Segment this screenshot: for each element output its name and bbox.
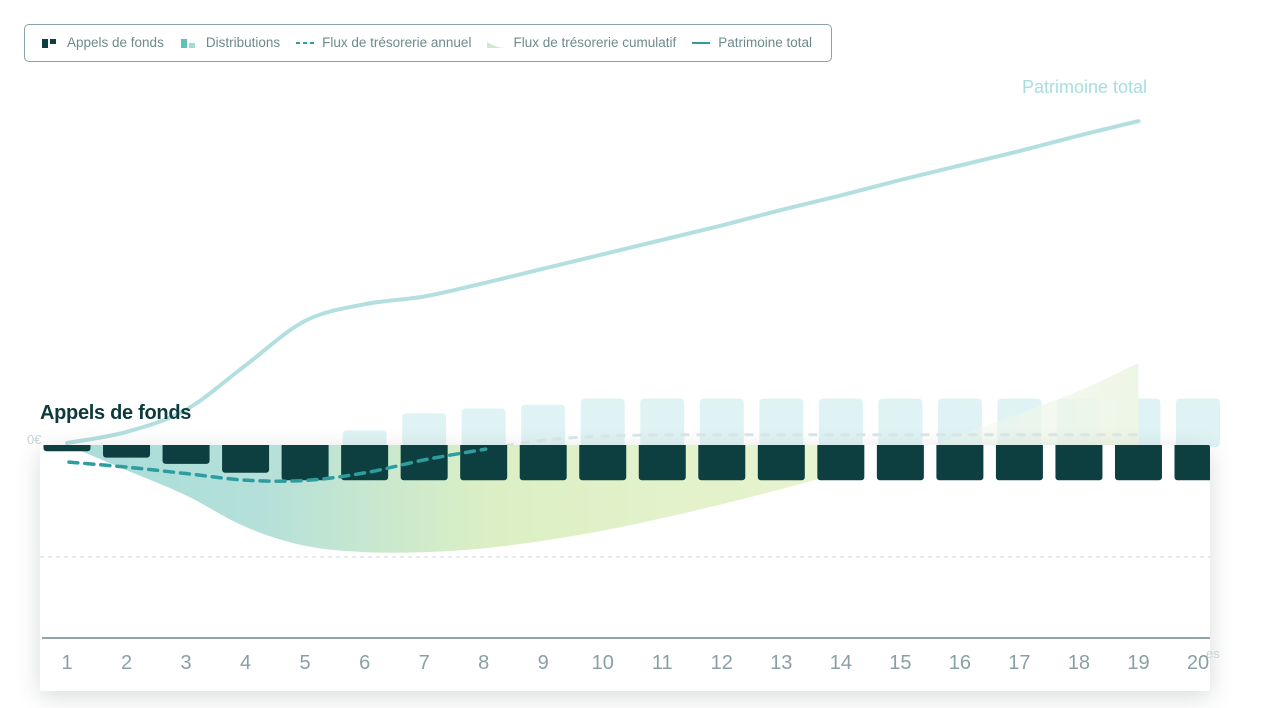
x-tick-label: 19 <box>1127 652 1150 674</box>
x-tick-label: 8 <box>478 652 490 674</box>
distribution-bar <box>878 398 923 447</box>
capital-call-bar <box>1114 445 1162 481</box>
capital-call-bar <box>817 445 865 481</box>
calls-bars-icon <box>41 37 59 49</box>
capital-call-bar <box>579 445 627 481</box>
x-tick-label: 7 <box>418 652 430 674</box>
capital-call-bar <box>281 445 329 481</box>
distribution-bars-icon <box>180 37 198 49</box>
solid-line-icon <box>692 37 711 49</box>
capital-call-bar <box>757 445 805 481</box>
capital-call-bar <box>1055 445 1103 481</box>
distribution-bar <box>521 404 566 447</box>
legend-label: Patrimoine total <box>718 35 813 51</box>
total-wealth-end-label: Patrimoine total <box>1022 77 1148 97</box>
x-axis-title-fragment: es <box>1206 646 1220 661</box>
capital-call-bar <box>43 445 91 452</box>
x-tick-label: 1 <box>61 652 73 674</box>
capital-call-bar <box>698 445 746 481</box>
legend-label: Distributions <box>205 35 281 51</box>
legend-label: Flux de trésorerie annuel <box>322 35 472 51</box>
x-tick-label: 13 <box>770 652 793 674</box>
x-tick-label: 14 <box>829 652 852 674</box>
x-tick-label: 6 <box>359 652 371 674</box>
total-wealth-line <box>65 119 1141 445</box>
capital-call-bar <box>222 445 270 473</box>
distribution-bar <box>580 398 625 447</box>
x-tick-label: 5 <box>299 652 311 674</box>
annual-flow-line <box>67 447 488 483</box>
x-tick-label: 17 <box>1008 652 1031 674</box>
legend-item-cumulative-flow[interactable]: Flux de trésorerie cumulatif <box>487 36 676 50</box>
area-icon <box>487 37 506 49</box>
x-tick-label: 10 <box>591 652 614 674</box>
x-tick-label: 11 <box>651 652 673 674</box>
capital-call-bar <box>1174 445 1210 481</box>
x-tick-label: 20 <box>1186 652 1210 674</box>
zero-axis-label: 0€ <box>27 432 42 447</box>
capital-call-bar <box>460 445 508 481</box>
legend-label: Flux de trésorerie cumulatif <box>513 35 677 51</box>
distribution-bar <box>759 398 804 447</box>
capital-call-bar <box>638 445 686 481</box>
distribution-bar <box>461 408 506 447</box>
x-axis-ticks: 1 2 3 4 5 6 7 8 9 10 11 12 13 14 15 16 17 18 19 20 <box>40 650 1210 680</box>
annual-flow-line-background <box>425 433 1141 461</box>
x-tick-label: 9 <box>537 652 549 674</box>
capital-call-bar <box>103 445 151 458</box>
x-tick-label: 18 <box>1067 652 1091 674</box>
legend-item-annual-flow[interactable]: Flux de trésorerie annuel <box>296 36 471 50</box>
capital-call-bars <box>43 445 1210 481</box>
x-tick-label: 15 <box>889 652 912 674</box>
x-tick-label: 12 <box>710 652 733 674</box>
x-tick-label: 4 <box>240 652 252 674</box>
chart-legend: Appels de fonds Distributions Flux de tr… <box>24 24 832 62</box>
distribution-bar <box>1176 398 1220 447</box>
x-tick-label: 16 <box>948 652 972 674</box>
legend-label: Appels de fonds <box>67 35 164 51</box>
legend-item-distributions[interactable]: Distributions <box>180 36 280 50</box>
dashed-line-icon <box>296 37 315 49</box>
capital-call-bar <box>400 445 448 481</box>
distribution-bar <box>402 413 447 447</box>
capital-call-bar <box>995 445 1043 481</box>
distribution-bar <box>640 398 685 447</box>
highlight-panel: 1 2 3 4 5 6 7 8 9 10 11 12 13 14 15 16 17 18 19 20 <box>40 445 1210 691</box>
capital-call-bar <box>162 445 210 464</box>
x-tick-label: 2 <box>120 652 133 674</box>
panel-title: Appels de fonds <box>40 402 192 424</box>
distribution-bar <box>699 398 744 447</box>
capital-call-bar <box>876 445 924 481</box>
x-tick-label: 3 <box>180 652 192 674</box>
distribution-bar <box>342 430 387 447</box>
legend-item-calls[interactable]: Appels de fonds <box>41 36 164 50</box>
capital-call-bar <box>519 445 567 481</box>
capital-call-bar <box>936 445 984 481</box>
distribution-bar <box>818 398 863 447</box>
legend-item-total[interactable]: Patrimoine total <box>692 36 812 50</box>
panel-chart <box>40 445 1210 639</box>
